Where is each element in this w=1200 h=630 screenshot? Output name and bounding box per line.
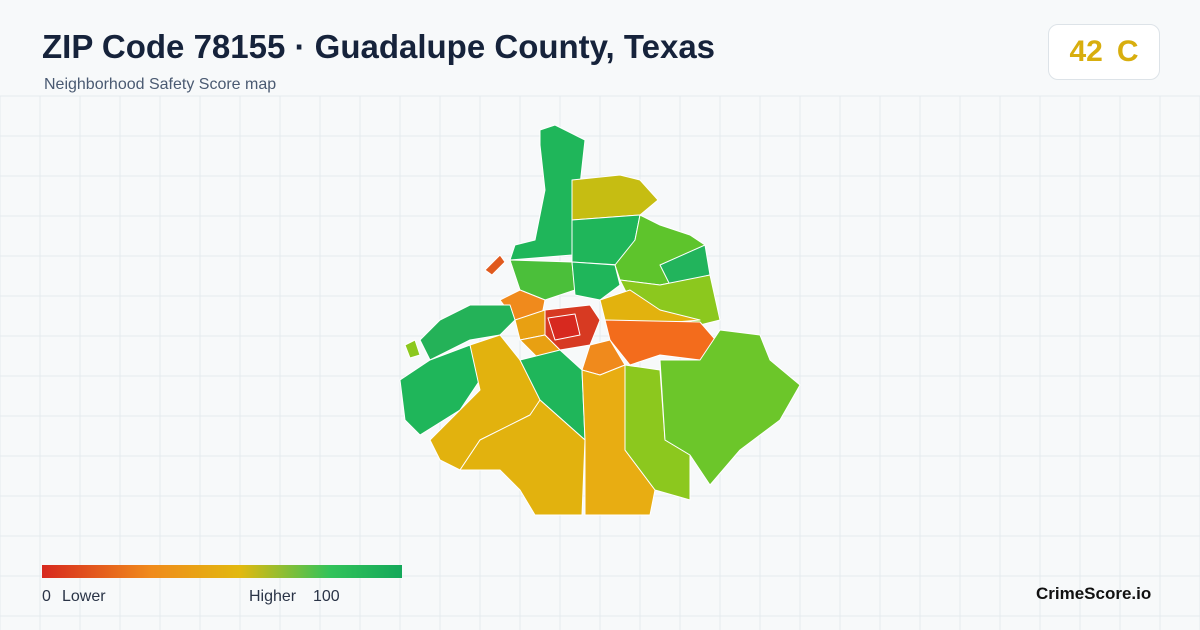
region xyxy=(604,319,721,366)
score-value: 42 xyxy=(1069,35,1103,68)
legend-min-label: Lower xyxy=(62,588,106,605)
legend-gradient xyxy=(42,565,402,578)
title: ZIP Code 78155 · Guadalupe County, Texas xyxy=(42,28,716,65)
subtitle: Neighborhood Safety Score map xyxy=(44,76,277,93)
score-badge: 42 C xyxy=(1048,24,1160,80)
region xyxy=(571,261,621,301)
region xyxy=(547,313,581,341)
region xyxy=(399,344,481,436)
legend-max: 100 xyxy=(313,588,340,605)
region xyxy=(659,329,801,486)
region xyxy=(571,174,659,221)
region xyxy=(509,124,586,261)
region xyxy=(624,364,691,501)
zip-regions xyxy=(399,124,801,516)
region xyxy=(459,399,586,516)
region xyxy=(404,339,421,359)
score-grade: C xyxy=(1116,35,1139,68)
brand: CrimeScore.io xyxy=(1036,584,1152,603)
region xyxy=(484,254,506,276)
region xyxy=(509,259,576,301)
legend-min: 0 xyxy=(42,588,51,605)
region xyxy=(419,304,516,361)
legend-max-label: Higher xyxy=(249,588,297,605)
